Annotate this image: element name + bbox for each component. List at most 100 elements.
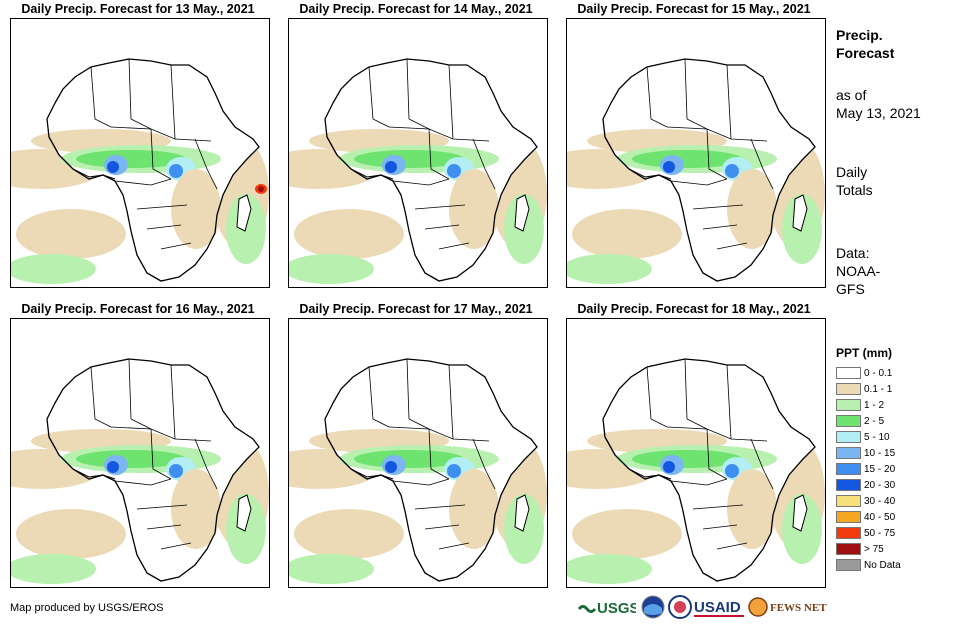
as-of-value: May 13, 2021 <box>836 105 921 121</box>
madagascar-outline <box>514 494 530 532</box>
legend-swatch <box>836 415 861 427</box>
usaid-seal-icon <box>668 595 692 619</box>
country-border <box>128 358 132 420</box>
ocean-rain-band <box>11 254 96 284</box>
daily-totals-note: Daily Totals <box>836 163 873 199</box>
legend-label: 40 - 50 <box>864 512 896 523</box>
country-border <box>414 204 466 210</box>
map-credit: Map produced by USGS/EROS <box>10 602 164 614</box>
madagascar-outline <box>792 194 808 232</box>
country-border <box>472 438 496 490</box>
country-border <box>160 242 192 250</box>
legend-label: 50 - 75 <box>864 528 896 539</box>
africa-map-svg <box>567 358 825 584</box>
legend-swatch <box>836 479 861 491</box>
forecast-panel-13-may: Daily Precip. Forecast for 13 May., 2021 <box>0 0 276 300</box>
intense-rain-cell <box>385 161 397 173</box>
panel-title: Daily Precip. Forecast for 16 May., 2021 <box>21 302 255 316</box>
legend-label: 15 - 20 <box>864 464 896 475</box>
forecast-panel-14-may: Daily Precip. Forecast for 14 May., 2021 <box>278 0 554 300</box>
africa-precip-map <box>566 318 826 588</box>
panel-title: Daily Precip. Forecast for 17 May., 2021 <box>299 302 533 316</box>
africa-precip-map <box>288 18 548 288</box>
gulf-coast <box>48 136 116 180</box>
country-border <box>170 64 176 140</box>
legend-swatch <box>836 431 861 443</box>
gulf-coast <box>604 136 672 180</box>
data-source-line: Data: <box>836 245 870 261</box>
ocean-light-rain <box>294 509 404 559</box>
daily-totals-line: Daily <box>836 164 868 180</box>
country-border <box>150 428 172 480</box>
country-border <box>90 66 112 128</box>
country-border <box>646 366 668 428</box>
country-border <box>130 418 152 430</box>
country-border <box>666 426 768 442</box>
country-border <box>414 504 466 510</box>
legend-label: 20 - 30 <box>864 480 896 491</box>
as-of-date: as of May 13, 2021 <box>836 86 921 122</box>
country-border <box>392 478 450 486</box>
ocean-rain-band <box>289 554 374 584</box>
legend-swatch <box>836 527 861 539</box>
legend-swatch <box>836 463 861 475</box>
southern-light-rain <box>171 469 221 549</box>
africa-precip-map <box>566 18 826 288</box>
gulf-coast <box>326 436 394 480</box>
intense-rain-cell <box>107 161 119 173</box>
country-border <box>750 438 774 490</box>
ocean-light-rain <box>294 209 404 259</box>
usgs-logo: USGS <box>577 595 640 621</box>
gulf-coast <box>326 136 394 180</box>
country-border <box>406 58 410 120</box>
legend-label: 30 - 40 <box>864 496 896 507</box>
country-border <box>194 138 218 190</box>
country-border <box>646 66 668 128</box>
intense-rain-cell <box>385 461 397 473</box>
southern-light-rain <box>727 469 777 549</box>
country-border <box>670 478 728 486</box>
country-border <box>146 224 182 230</box>
intense-rain-cell <box>107 461 119 473</box>
madagascar-outline <box>514 194 530 232</box>
country-border <box>388 426 490 442</box>
noaa-seal-icon <box>641 595 665 619</box>
east-africa-heavy-rain <box>447 464 461 478</box>
legend-label: 1 - 2 <box>864 400 885 411</box>
east-africa-heavy-rain <box>725 464 739 478</box>
africa-map-svg <box>11 58 269 284</box>
daily-totals-line: Totals <box>836 182 873 198</box>
legend-swatch <box>836 367 861 379</box>
country-border <box>726 364 732 440</box>
africa-precip-map <box>288 318 548 588</box>
data-source: Data: NOAA- GFS <box>836 244 880 298</box>
country-border <box>368 66 390 128</box>
legend-label: 5 - 10 <box>864 432 890 443</box>
africa-map-svg <box>289 358 547 584</box>
panel-title: Daily Precip. Forecast for 13 May., 2021 <box>21 2 255 16</box>
as-of-label: as of <box>836 87 867 103</box>
panel-title: Daily Precip. Forecast for 14 May., 2021 <box>299 2 533 16</box>
legend-swatch <box>836 559 861 571</box>
country-border <box>392 178 450 186</box>
extreme-rain-core <box>258 186 264 192</box>
country-border <box>408 118 430 130</box>
country-border <box>706 428 728 480</box>
legend-title: PPT (mm) <box>836 346 893 360</box>
madagascar-outline <box>236 494 252 532</box>
country-border <box>716 242 748 250</box>
country-border <box>702 224 738 230</box>
east-africa-heavy-rain <box>169 464 183 478</box>
legend-swatch <box>836 383 861 395</box>
country-border <box>150 128 172 180</box>
data-source-line: GFS <box>836 281 865 297</box>
usaid-text: USAID <box>694 599 741 616</box>
southern-light-rain <box>727 169 777 249</box>
country-border <box>472 138 496 190</box>
usgs-wave-icon: USGS <box>577 600 640 617</box>
country-border <box>114 478 172 486</box>
side-title: Precip. Forecast <box>836 26 894 62</box>
country-border <box>706 128 728 180</box>
ocean-light-rain <box>16 509 126 559</box>
usaid-seal <box>668 595 692 621</box>
